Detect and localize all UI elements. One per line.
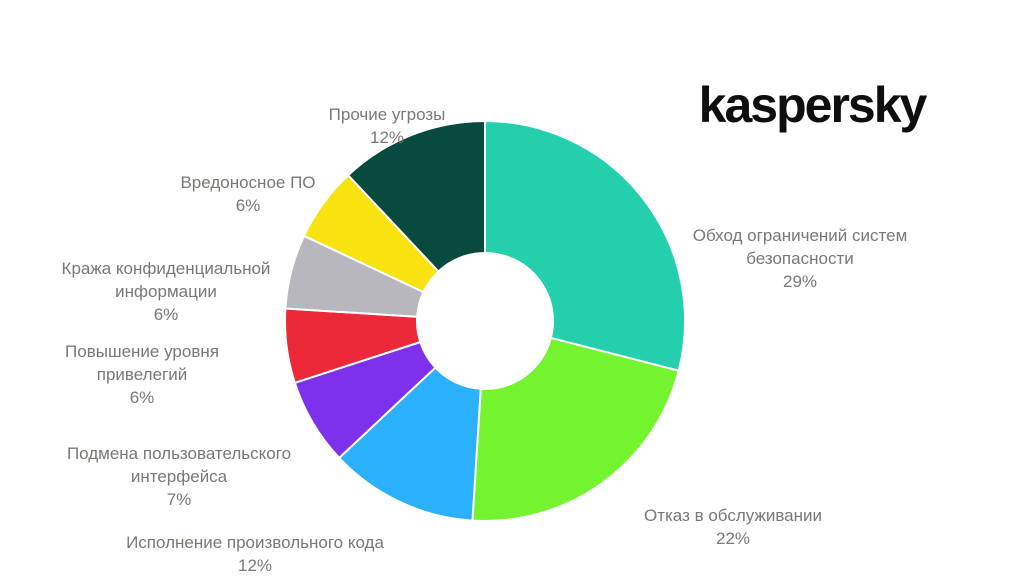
slice-label-text: Отказ в обслуживании (643, 506, 822, 525)
pie-slice-2 (338, 366, 482, 522)
slice-label-text: Обход ограничений систем безопасности (692, 226, 908, 268)
slice-label-bypass-security: Обход ограничений систем безопасности 29… (640, 201, 960, 316)
slice-label-privilege-escalation: Повышение уровня привелегий 6% (22, 317, 262, 432)
slice-label-text: Вредоносное ПО (180, 173, 316, 192)
kaspersky-logo: kaspersky (698, 77, 928, 133)
slice-percent: 6% (129, 388, 155, 407)
slice-label-arbitrary-code: Исполнение произвольного кода 12% (85, 508, 425, 576)
pie-slice-0 (484, 120, 686, 372)
slice-label-denial-of-service: Отказ в обслуживании 22% (583, 481, 883, 573)
slice-label-text: Повышение уровня привелегий (65, 342, 219, 384)
slice-percent: 22% (715, 529, 751, 548)
slice-label-ui-spoofing: Подмена пользовательского интерфейса 7% (29, 419, 329, 534)
pie-slice-1 (471, 336, 680, 523)
slice-label-text: Кража конфиденциальной информации (61, 259, 271, 301)
slice-percent: 12% (369, 128, 405, 147)
slice-percent: 6% (235, 196, 261, 215)
slice-percent: 7% (166, 490, 192, 509)
donut-chart (284, 120, 686, 523)
slice-percent: 29% (782, 272, 818, 291)
slice-label-other-threats: Прочие угрозы 12% (267, 80, 507, 172)
slice-label-text: Подмена пользовательского интерфейса (66, 444, 292, 486)
slice-percent: 12% (237, 556, 273, 575)
slice-label-data-theft: Кража конфиденциальной информации 6% (26, 234, 306, 349)
pie-slice-7 (347, 120, 486, 273)
slice-label-malware: Вредоносное ПО 6% (128, 148, 368, 240)
slice-label-text: Прочие угрозы (328, 105, 446, 124)
slice-percent: 6% (153, 305, 179, 324)
slice-label-text: Исполнение произвольного кода (126, 533, 384, 552)
